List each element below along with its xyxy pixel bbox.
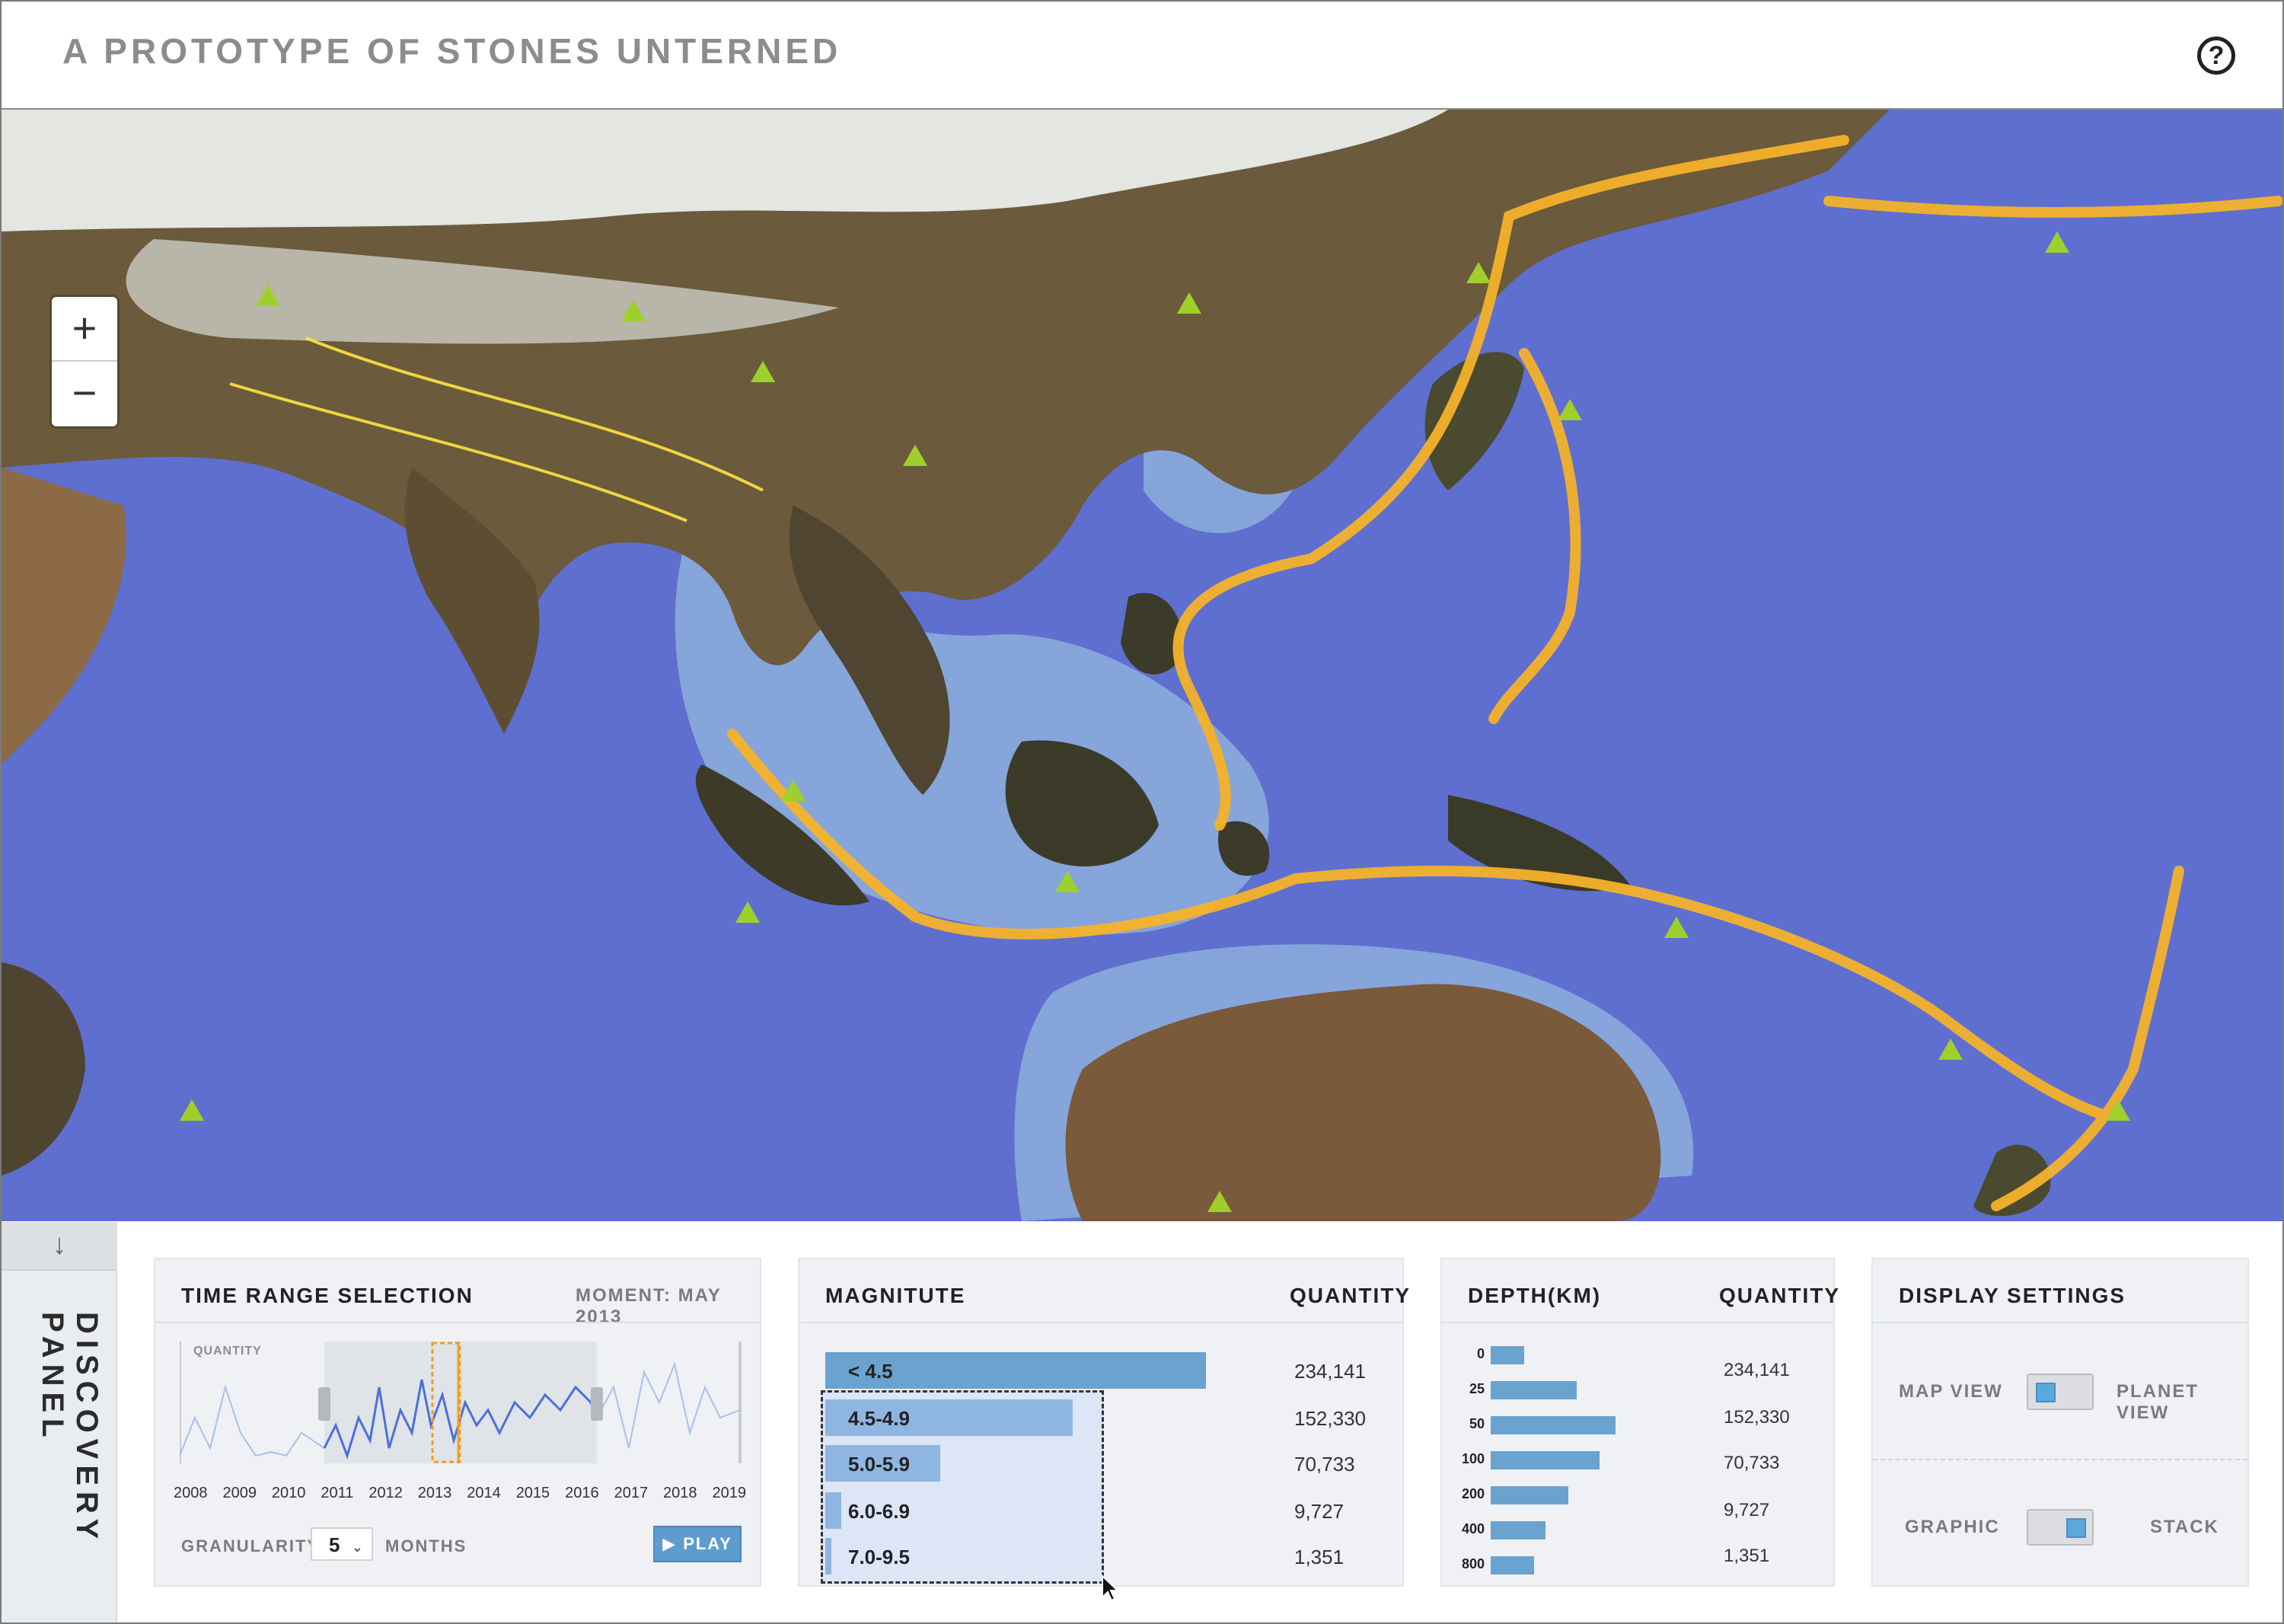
- magnitude-bar: [825, 1492, 841, 1529]
- year-tick: 2009: [222, 1485, 257, 1501]
- display-settings-title: DISPLAY SETTINGS: [1899, 1284, 2126, 1307]
- depth-row[interactable]: 200: [1442, 1480, 1836, 1511]
- stack-label[interactable]: STACK: [2150, 1517, 2219, 1537]
- depth-row[interactable]: 0: [1442, 1340, 1836, 1370]
- mouse-cursor-icon: [1102, 1575, 1119, 1602]
- depth-row[interactable]: 25: [1442, 1375, 1836, 1405]
- magnitude-panel: MAGNITUTE QUANTITY < 4.5 234,141 4.5-4.9…: [798, 1258, 1409, 1602]
- depth-label: 100: [1461, 1451, 1485, 1466]
- toggle-knob: [2066, 1518, 2086, 1538]
- depth-row[interactable]: 50: [1442, 1410, 1836, 1441]
- zoom-out-button[interactable]: −: [72, 369, 97, 416]
- granularity-value: 5: [329, 1533, 340, 1556]
- depth-label: 200: [1461, 1486, 1485, 1501]
- zoom-control: + −: [52, 297, 117, 426]
- depth-bar: [1491, 1521, 1546, 1539]
- play-icon: ▶: [662, 1534, 684, 1553]
- depth-quantity: 234,141: [1724, 1360, 1790, 1380]
- discovery-panel-tab[interactable]: ↓ DISCOVERY PANEL: [2, 1222, 117, 1622]
- time-range-panel: TIME RANGE SELECTION MOMENT: MAY 2013 QU…: [154, 1258, 761, 1587]
- magnitude-quantity: 70,733: [1294, 1453, 1355, 1476]
- magnitude-quantity: 152,330: [1294, 1407, 1366, 1430]
- depth-label: 25: [1469, 1381, 1485, 1396]
- year-tick: 2011: [321, 1485, 354, 1501]
- year-tick: 2017: [614, 1485, 649, 1501]
- depth-quantity: 70,733: [1724, 1453, 1780, 1473]
- depth-label: 0: [1476, 1346, 1485, 1361]
- year-tick: 2010: [271, 1485, 306, 1501]
- depth-quantity: 9,727: [1724, 1500, 1770, 1520]
- magnitude-bar: [825, 1399, 1073, 1436]
- magnitude-label: 6.0-6.9: [848, 1500, 910, 1523]
- magnitude-quantity-header: QUANTITY: [1290, 1284, 1412, 1307]
- depth-row[interactable]: 400: [1442, 1515, 1836, 1546]
- magnitude-quantity: 234,141: [1294, 1360, 1366, 1383]
- zoom-in-button[interactable]: +: [52, 297, 117, 362]
- map-view-label[interactable]: MAP VIEW: [1899, 1381, 2003, 1402]
- depth-bar: [1491, 1451, 1600, 1469]
- granularity-select[interactable]: 5 ⌄: [311, 1527, 373, 1561]
- mode-toggle[interactable]: [2027, 1509, 2094, 1546]
- graphic-label[interactable]: GRAPHIC: [1905, 1517, 2000, 1537]
- magnitude-label: 7.0-9.5: [848, 1546, 910, 1568]
- depth-label: 50: [1469, 1416, 1485, 1431]
- year-tick: 2019: [712, 1485, 747, 1501]
- magnitude-label: 5.0-5.9: [848, 1453, 910, 1476]
- year-tick: 2013: [417, 1485, 452, 1501]
- depth-bar: [1491, 1381, 1577, 1399]
- magnitude-label: < 4.5: [848, 1360, 893, 1383]
- depth-row[interactable]: 100: [1442, 1445, 1836, 1476]
- depth-bar: [1491, 1556, 1534, 1575]
- view-toggle[interactable]: [2027, 1374, 2094, 1410]
- granularity-label: GRANULARITY:: [181, 1536, 326, 1555]
- magnitude-label: 4.5-4.9: [848, 1407, 910, 1430]
- planet-view-label[interactable]: PLANET VIEW: [2117, 1381, 2199, 1423]
- chevron-down-icon: ⌄: [351, 1539, 363, 1555]
- depth-label: 800: [1461, 1556, 1485, 1571]
- year-tick: 2015: [515, 1485, 550, 1501]
- play-button[interactable]: ▶ PLAY: [653, 1526, 742, 1562]
- time-range-title: TIME RANGE SELECTION: [181, 1284, 474, 1307]
- header: A PROTOTYPE OF STONES UNTERNED ?: [2, 2, 2282, 110]
- collapse-arrow-icon[interactable]: ↓: [2, 1222, 117, 1271]
- discovery-panel-label: DISCOVERY PANEL: [36, 1312, 104, 1545]
- year-tick: 2012: [368, 1485, 403, 1501]
- play-label: PLAY: [683, 1534, 732, 1553]
- year-tick: 2014: [467, 1485, 501, 1501]
- magnitude-title: MAGNITUTE: [825, 1284, 966, 1307]
- quantity-sparkline[interactable]: QUANTITY: [178, 1342, 742, 1463]
- depth-quantity-header: QUANTITY: [1719, 1284, 1841, 1307]
- moment-label: MOMENT: MAY 2013: [576, 1285, 722, 1327]
- magnitude-bar: [825, 1352, 1206, 1389]
- sparkline-axis-label: QUANTITY: [193, 1345, 262, 1358]
- magnitude-quantity: 9,727: [1294, 1500, 1345, 1523]
- depth-row[interactable]: 800: [1442, 1550, 1836, 1581]
- year-tick: 2018: [663, 1485, 697, 1501]
- depth-bar: [1491, 1486, 1568, 1504]
- depth-panel: DEPTH(KM) QUANTITY 0 25 50 100 200 400 8…: [1440, 1258, 1839, 1587]
- help-icon[interactable]: ?: [2197, 37, 2235, 75]
- depth-bar: [1491, 1346, 1524, 1364]
- depth-title: DEPTH(KM): [1468, 1284, 1602, 1307]
- depth-quantity: 1,351: [1724, 1546, 1770, 1566]
- year-tick: 2016: [565, 1485, 599, 1501]
- app-title: A PROTOTYPE OF STONES UNTERNED: [62, 31, 842, 71]
- magnitude-bar: [825, 1445, 940, 1482]
- magnitude-quantity: 1,351: [1294, 1546, 1345, 1568]
- year-tick: 2008: [174, 1485, 208, 1501]
- toggle-knob: [2036, 1383, 2056, 1402]
- display-settings-panel: DISPLAY SETTINGS MAP VIEW PLANET VIEW GR…: [1871, 1258, 2249, 1587]
- depth-quantity: 152,330: [1724, 1407, 1790, 1428]
- earthquake-map[interactable]: + −: [2, 110, 2282, 1221]
- depth-label: 400: [1461, 1521, 1485, 1536]
- magnitude-bar: [825, 1538, 831, 1575]
- year-axis: 2008 2009 2010 2011 2012 2013 2014 2015 …: [174, 1485, 746, 1502]
- depth-bar: [1491, 1416, 1616, 1434]
- granularity-unit: MONTHS: [385, 1536, 467, 1555]
